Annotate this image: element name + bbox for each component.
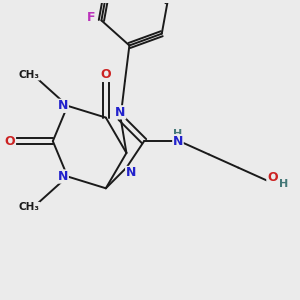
Text: N: N	[58, 170, 68, 183]
Text: N: N	[58, 99, 68, 112]
Text: N: N	[173, 135, 183, 148]
Text: N: N	[126, 167, 136, 179]
Text: CH₃: CH₃	[19, 70, 40, 80]
Text: O: O	[267, 172, 278, 184]
Text: O: O	[100, 68, 111, 81]
Text: N: N	[116, 106, 126, 119]
Text: F: F	[87, 11, 95, 24]
Text: CH₃: CH₃	[19, 202, 40, 212]
Text: H: H	[279, 179, 289, 189]
Text: H: H	[173, 129, 183, 139]
Text: O: O	[5, 135, 16, 148]
